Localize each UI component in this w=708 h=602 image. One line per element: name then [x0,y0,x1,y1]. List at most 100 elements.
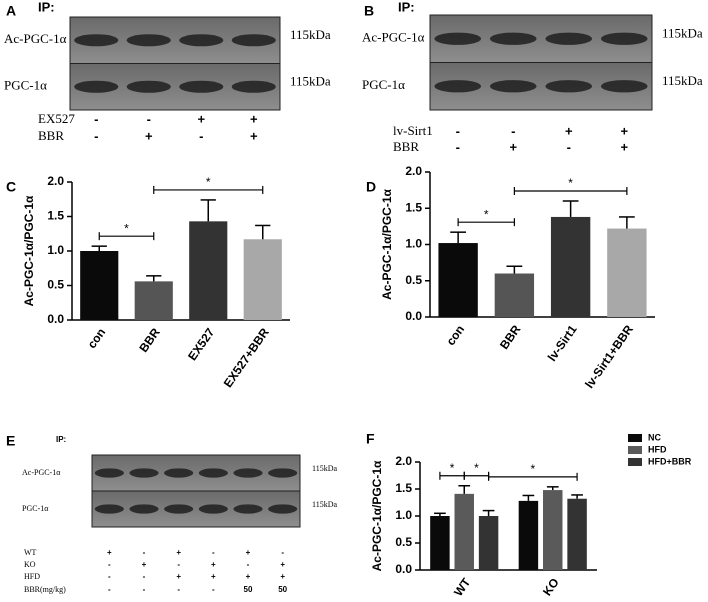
blot-strip [91,490,301,528]
row-label: PGC-1α [4,78,47,93]
condition-mark: + [211,560,216,569]
y-tick-label: 1.0 [395,508,412,522]
condition-mark: - [247,560,250,569]
blot-band [231,34,276,47]
bar [243,239,282,320]
blot-band [268,468,298,478]
blot-band [489,32,537,45]
condition-mark: - [456,139,460,154]
blot-band [129,468,159,478]
y-axis-label: Ac-PGC-1α/PGC-1α [380,188,394,299]
condition-label: BBR [393,139,419,154]
panel-letter: B [364,3,374,19]
condition-label: lv-Sirt1 [393,123,433,138]
panel-letter: A [6,3,16,19]
condition-mark: - [94,111,98,126]
condition-mark: + [509,139,517,154]
ip-label: IP: [38,0,55,14]
legend-swatch [628,434,642,442]
kda-label: 115kDa [290,74,331,89]
condition-mark: - [177,560,180,569]
y-tick-label: 1.5 [405,200,422,214]
condition-mark: - [94,128,98,143]
condition-mark: - [147,111,151,126]
condition-mark: 50 [244,585,253,594]
condition-mark: + [197,111,205,126]
blot-band [233,504,263,514]
bar [543,490,563,570]
blot-band [94,468,124,478]
condition-mark: + [620,123,628,138]
bar [430,516,450,570]
y-tick-label: 0.0 [47,312,64,326]
x-tick-label: con [443,323,467,349]
y-tick-label: 1.5 [47,209,64,223]
legend-label: HFD [648,444,667,454]
kda-label: 115kDa [662,26,703,41]
y-tick-label: 0.0 [395,562,412,576]
blot-band [268,504,298,514]
blot-band [74,80,119,93]
kda-label: 115kDa [290,27,331,42]
condition-mark: - [212,585,215,594]
blot-band [179,34,224,47]
condition-label: WT [24,548,37,557]
condition-mark: + [176,572,181,581]
blot-band [126,80,171,93]
condition-label: BBR(mg/kg) [24,585,66,594]
bar [80,251,119,320]
y-tick-label: 2.0 [405,164,422,178]
significance-label: * [484,207,489,221]
legend-label: NC [648,432,661,442]
y-axis-label: Ac-PGC-1α/PGC-1α [370,460,384,571]
significance-label: * [568,176,573,190]
condition-mark: - [212,548,215,557]
row-label: PGC-1α [362,77,405,92]
legend-swatch [628,446,642,454]
condition-mark: - [108,585,111,594]
significance-label: * [450,461,455,475]
kda-label: 115kDa [312,464,337,473]
blot-band [179,80,224,93]
x-tick-label: lv-Sirt1+BBR [582,322,636,391]
bar [438,243,478,317]
panel-letter: C [6,179,16,195]
bar [607,228,647,317]
blot-band [231,80,276,93]
bar [550,216,591,317]
x-tick-label: KO [540,576,562,599]
kda-label: 115kDa [662,73,703,88]
blot-band [600,32,648,45]
y-tick-label: 1.5 [395,481,412,495]
panel-letter: E [6,433,15,449]
row-label: PGC-1α [22,504,49,513]
condition-mark: + [246,548,251,557]
condition-mark: + [565,123,573,138]
blot-band [198,504,228,514]
condition-mark: + [211,572,216,581]
blot-band [94,504,124,514]
bar [478,516,499,570]
bar [494,273,535,317]
blot-band [198,468,228,478]
y-tick-label: 1.0 [47,243,64,257]
row-label: Ac-PGC-1α [4,31,67,46]
condition-mark: - [199,128,203,143]
blot-band [74,34,119,47]
condition-mark: - [143,572,146,581]
y-axis-label: Ac-PGC-1α/PGC-1α [22,195,36,306]
condition-mark: + [176,548,181,557]
significance-label: * [531,462,536,476]
ip-label: IP: [56,435,66,444]
blot-band [545,80,593,93]
condition-mark: - [108,572,111,581]
condition-mark: - [108,560,111,569]
condition-label: KO [24,560,36,569]
bar [518,500,539,570]
blot-band [545,32,593,45]
bar [189,221,228,320]
y-tick-label: 0.5 [47,278,64,292]
condition-mark: + [620,139,628,154]
x-tick-label: lv-Sirt1 [545,322,580,364]
y-tick-label: 0.5 [395,535,412,549]
